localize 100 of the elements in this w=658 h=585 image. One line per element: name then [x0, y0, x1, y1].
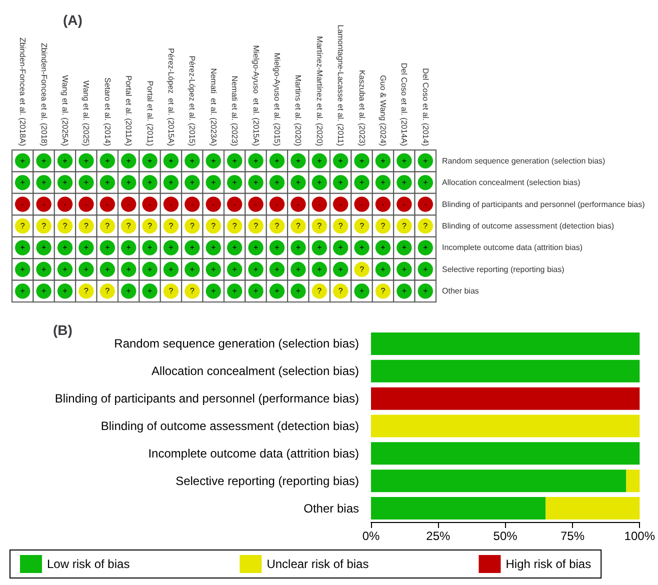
- text: ?: [211, 222, 216, 230]
- text: +: [84, 178, 89, 188]
- text: ?: [190, 286, 194, 296]
- text: ?: [168, 286, 174, 296]
- text: +: [423, 264, 428, 274]
- text: +: [20, 156, 25, 166]
- text: -: [296, 200, 300, 209]
- text: ?: [360, 222, 364, 230]
- text: +: [402, 264, 407, 274]
- chart-title: (A): [63, 12, 82, 28]
- text: ?: [338, 222, 343, 230]
- text: -: [360, 200, 364, 209]
- text: +: [105, 178, 110, 188]
- text: +: [402, 286, 407, 296]
- text: +: [126, 156, 131, 166]
- y-tick-label: Random sequence generation (selection bias): [114, 336, 359, 351]
- text: +: [190, 156, 195, 166]
- text: +: [423, 178, 428, 188]
- text: +: [253, 264, 258, 274]
- text: +: [105, 243, 110, 252]
- bar: [371, 442, 640, 465]
- text: ?: [232, 222, 237, 230]
- bar: [371, 414, 640, 438]
- text: +: [147, 178, 152, 188]
- text: ?: [42, 222, 46, 230]
- text: +: [20, 286, 25, 296]
- text: ?: [360, 264, 364, 274]
- text: +: [317, 156, 322, 166]
- text: ?: [126, 222, 131, 230]
- text: +: [62, 286, 68, 296]
- text: ?: [317, 222, 322, 230]
- text: +: [41, 156, 46, 166]
- x-tick-label: Mielgo-Ayuso et al. (2015): [272, 52, 282, 146]
- text: +: [41, 286, 46, 296]
- y-tick-label: Blinding of outcome assessment (detection bias): [100, 419, 359, 433]
- text: +: [105, 156, 110, 166]
- x-tick-label: Del Coso et al. (2014A): [400, 62, 409, 146]
- text: -: [148, 200, 152, 209]
- bar: [626, 470, 640, 492]
- text: +: [317, 243, 322, 252]
- x-tick-label: Martínez-Martínez et al. (2020): [314, 36, 324, 146]
- x-tick-label: Zbinden-Foncea et al. (2018A): [18, 37, 28, 146]
- text: +: [147, 243, 152, 252]
- text: ?: [105, 222, 110, 230]
- text: +: [62, 156, 68, 166]
- text: +: [211, 243, 216, 252]
- text: +: [402, 178, 407, 188]
- y-tick-label: Incomplete outcome data (attrition bias): [148, 446, 359, 460]
- text: +: [168, 264, 174, 274]
- x-tick-label: Nemati et al. (2023): [230, 76, 240, 146]
- text: +: [274, 243, 280, 252]
- y-tick-label: Selective reporting (reporting bias): [176, 474, 360, 488]
- text: +: [147, 156, 152, 166]
- text: +: [126, 178, 131, 188]
- text: +: [296, 264, 301, 274]
- text: ?: [148, 222, 152, 230]
- text: (B): [53, 322, 72, 338]
- text: -: [190, 200, 194, 209]
- x-tick-label: 75%: [560, 529, 585, 543]
- text: +: [317, 178, 322, 188]
- text: +: [62, 243, 68, 252]
- text: +: [190, 264, 195, 274]
- text: +: [41, 243, 46, 252]
- y-tick-label: Random sequence generation (selection bias): [442, 156, 606, 166]
- text: +: [211, 156, 216, 166]
- y-tick-label: Allocation concealment (selection bias): [442, 178, 581, 188]
- text: +: [296, 178, 301, 188]
- text: ?: [274, 222, 280, 230]
- text: +: [380, 178, 386, 188]
- text: +: [274, 264, 280, 274]
- text: ?: [380, 286, 386, 296]
- text: +: [359, 243, 364, 252]
- text: +: [296, 156, 301, 166]
- text: ?: [20, 222, 25, 230]
- text: +: [190, 243, 195, 252]
- y-tick-label: Selective reporting (reporting bias): [442, 264, 565, 274]
- text: +: [147, 264, 152, 274]
- x-tick-label: 25%: [426, 529, 450, 543]
- text: +: [296, 243, 301, 252]
- text: ?: [423, 222, 428, 230]
- text: +: [168, 243, 174, 252]
- text: +: [232, 156, 237, 166]
- text: -: [64, 200, 66, 209]
- text: +: [253, 243, 258, 252]
- text: -: [127, 200, 130, 209]
- text: +: [402, 243, 407, 252]
- text: +: [84, 243, 89, 252]
- text: -: [212, 200, 215, 209]
- text: +: [232, 286, 237, 296]
- x-tick-label: Portal et al. (2011): [145, 80, 154, 146]
- text: +: [253, 286, 258, 296]
- y-tick-label: Other bias: [304, 501, 359, 516]
- x-tick-label: Martins et al. (2020): [294, 74, 303, 146]
- bar: [371, 360, 640, 382]
- text: -: [84, 200, 88, 209]
- legend-label: Low risk of bias: [47, 557, 130, 571]
- y-tick-label: Allocation concealment (selection bias): [152, 364, 359, 378]
- bar: [371, 387, 640, 410]
- text: +: [211, 178, 216, 188]
- text: ?: [402, 222, 406, 230]
